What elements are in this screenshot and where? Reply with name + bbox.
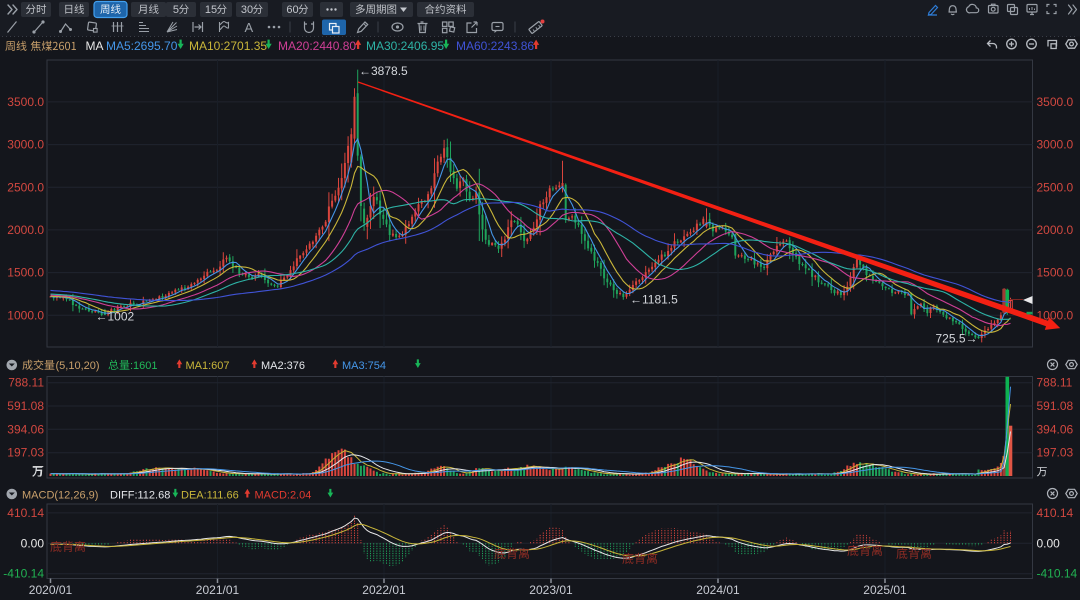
svg-text:3000.0: 3000.0 <box>7 138 44 152</box>
svg-text:DIFF:112.68: DIFF:112.68 <box>110 490 170 502</box>
svg-text:394.06: 394.06 <box>1037 422 1074 436</box>
svg-text:MA10:2701.35: MA10:2701.35 <box>189 39 267 53</box>
svg-text:MA1:607: MA1:607 <box>186 360 230 372</box>
svg-text:万: 万 <box>32 465 44 479</box>
svg-text:←1181.5: ←1181.5 <box>630 293 678 307</box>
svg-text:2500.0: 2500.0 <box>1037 180 1074 194</box>
svg-text:591.08: 591.08 <box>1037 399 1074 413</box>
svg-text:(5,10,20): (5,10,20) <box>56 360 100 372</box>
svg-text::1601: :1601 <box>130 360 158 372</box>
svg-text:A: A <box>245 20 254 35</box>
svg-text:60: 60 <box>286 4 298 16</box>
svg-text:1500.0: 1500.0 <box>1037 266 1074 280</box>
svg-text:30: 30 <box>241 4 253 16</box>
svg-text:2024/01: 2024/01 <box>696 583 740 597</box>
svg-text:MA5:2695.70: MA5:2695.70 <box>106 39 178 53</box>
svg-text:5: 5 <box>173 4 179 16</box>
svg-text:MACD(12,26,9): MACD(12,26,9) <box>22 490 98 502</box>
svg-text:2022/01: 2022/01 <box>362 583 406 597</box>
svg-text:2000.0: 2000.0 <box>7 223 44 237</box>
svg-text:2000.0: 2000.0 <box>1037 223 1074 237</box>
svg-text:197.03: 197.03 <box>7 446 44 460</box>
svg-text:MACD:2.04: MACD:2.04 <box>255 490 312 502</box>
svg-text:725.5→: 725.5→ <box>935 332 977 346</box>
svg-text:2020/01: 2020/01 <box>29 583 73 597</box>
svg-text:197.03: 197.03 <box>1037 446 1074 460</box>
svg-text:MA30:2406.95: MA30:2406.95 <box>366 39 444 53</box>
svg-text:←3878.5: ←3878.5 <box>359 64 408 78</box>
svg-text:1000.0: 1000.0 <box>7 308 44 322</box>
svg-text:MA2:376: MA2:376 <box>261 360 305 372</box>
svg-text:←1002: ←1002 <box>96 310 135 324</box>
svg-text:3500.0: 3500.0 <box>1037 95 1074 109</box>
svg-text:1500.0: 1500.0 <box>7 266 44 280</box>
svg-text:-410.14: -410.14 <box>1037 567 1078 581</box>
svg-text:MA3:754: MA3:754 <box>342 360 386 372</box>
svg-text:410.14: 410.14 <box>1037 506 1074 520</box>
svg-text:394.06: 394.06 <box>7 422 44 436</box>
svg-text:2025/01: 2025/01 <box>863 583 907 597</box>
svg-text:MA: MA <box>86 39 104 53</box>
svg-text:788.11: 788.11 <box>8 376 44 390</box>
svg-text:1000.0: 1000.0 <box>1037 308 1074 322</box>
svg-text:2023/01: 2023/01 <box>529 583 573 597</box>
svg-text:2021/01: 2021/01 <box>196 583 240 597</box>
svg-text:MA60:2243.86: MA60:2243.86 <box>456 39 534 53</box>
svg-text:0.00: 0.00 <box>1037 536 1061 550</box>
svg-text:MA20:2440.80: MA20:2440.80 <box>278 39 356 53</box>
svg-text:DEA:111.66: DEA:111.66 <box>181 490 239 502</box>
svg-text:0.00: 0.00 <box>21 536 45 550</box>
svg-text:3500.0: 3500.0 <box>7 95 44 109</box>
svg-text:788.11: 788.11 <box>1037 376 1073 390</box>
svg-text:15: 15 <box>205 4 217 16</box>
svg-text:410.14: 410.14 <box>7 506 44 520</box>
svg-text:-410.14: -410.14 <box>3 567 44 581</box>
svg-text:3000.0: 3000.0 <box>1037 138 1074 152</box>
svg-text:591.08: 591.08 <box>7 399 44 413</box>
svg-text:2500.0: 2500.0 <box>7 180 44 194</box>
